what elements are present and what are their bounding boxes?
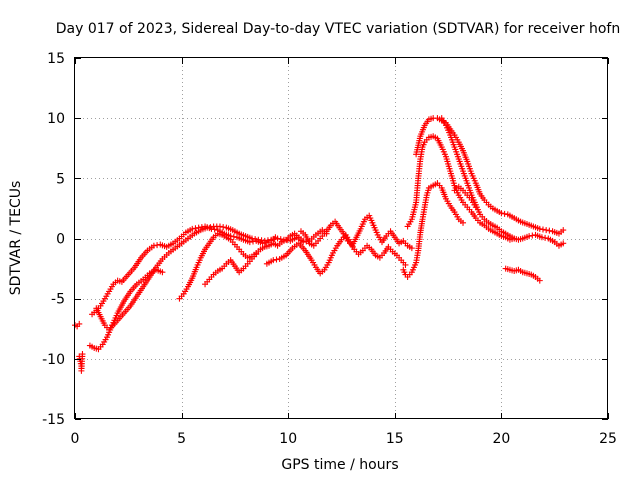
data-point xyxy=(79,351,86,358)
grid-lines xyxy=(75,58,608,419)
x-tick-label: 5 xyxy=(177,431,186,447)
data-point xyxy=(159,269,166,276)
data-point xyxy=(536,225,543,232)
axes xyxy=(74,57,609,420)
data-point xyxy=(253,251,260,258)
data-point xyxy=(154,242,161,249)
data-point xyxy=(277,236,284,243)
data-point xyxy=(460,219,467,226)
data-point xyxy=(150,242,157,249)
x-tick-label: 25 xyxy=(599,431,617,447)
data-point xyxy=(408,245,415,252)
data-point xyxy=(208,225,215,232)
data-point xyxy=(300,237,307,244)
data-point xyxy=(501,210,508,217)
y-tick-label: 10 xyxy=(47,111,65,127)
data-point xyxy=(526,233,533,240)
data-point xyxy=(246,239,253,246)
data-point xyxy=(195,224,202,231)
chart-title: Day 017 of 2023, Sidereal Day-to-day VTE… xyxy=(56,21,620,37)
data-point xyxy=(560,240,567,247)
data-point xyxy=(402,261,409,268)
y-tick-label: 5 xyxy=(56,171,65,187)
data-point xyxy=(189,225,196,232)
data-point xyxy=(539,226,546,233)
data-point xyxy=(192,225,199,232)
data-point xyxy=(498,210,505,217)
data-point xyxy=(472,204,479,211)
data-point xyxy=(273,256,280,263)
data-point xyxy=(220,224,227,231)
data-point xyxy=(250,238,257,245)
y-tick-label: -5 xyxy=(51,292,65,308)
y-axis-label: SDTVAR / TECUs xyxy=(8,181,24,296)
x-tick-label: 15 xyxy=(386,431,404,447)
tick-labels: 0 5 10 15 20 25 -15 -10 -5 0 5 10 15 xyxy=(42,51,617,447)
data-point xyxy=(248,235,255,242)
data-point xyxy=(270,257,277,264)
data-point xyxy=(272,234,279,241)
data-point xyxy=(546,227,553,234)
data-point xyxy=(538,234,545,241)
data-point xyxy=(529,232,536,239)
y-tick-label: -10 xyxy=(42,352,65,368)
data-point xyxy=(543,227,550,234)
data-point xyxy=(211,226,218,233)
data-point xyxy=(76,320,83,327)
plot-frame xyxy=(74,57,608,419)
x-axis-label: GPS time / hours xyxy=(281,457,398,473)
y-tick-label: 15 xyxy=(47,51,65,67)
data-point xyxy=(262,239,269,246)
y-tick-label: 0 xyxy=(56,232,65,248)
x-tick-label: 0 xyxy=(71,431,80,447)
data-point xyxy=(560,227,567,234)
x-tick-label: 10 xyxy=(279,431,297,447)
x-tick-label: 20 xyxy=(492,431,510,447)
data-points xyxy=(72,115,567,374)
data-point xyxy=(542,234,549,241)
data-point xyxy=(536,277,543,284)
data-point xyxy=(230,233,237,240)
data-point xyxy=(198,224,205,231)
y-tick-label: -15 xyxy=(42,412,65,428)
